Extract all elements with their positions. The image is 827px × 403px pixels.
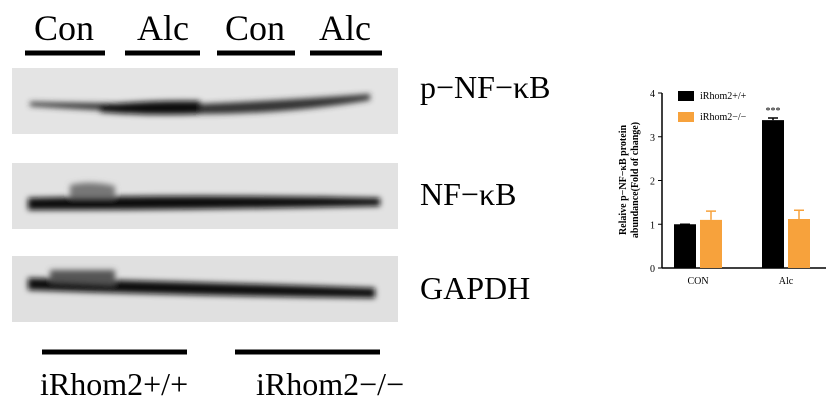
legend-label: iRhom2+/+ xyxy=(700,91,747,102)
error-bar xyxy=(794,210,804,219)
y-tick-label: 2 xyxy=(650,177,655,188)
bar xyxy=(700,220,722,268)
legend-label: iRhom2−/− xyxy=(700,112,747,123)
group-label: iRhom2−/− xyxy=(256,366,404,402)
error-bar xyxy=(768,118,778,120)
bar xyxy=(788,219,810,268)
legend-swatch xyxy=(678,112,694,122)
lane-label: Alc xyxy=(137,8,189,48)
x-tick-label: CON xyxy=(687,276,708,287)
group-label: iRhom2+/+ xyxy=(40,366,188,402)
y-tick-label: 0 xyxy=(650,264,655,275)
y-tick-label: 3 xyxy=(650,133,655,144)
y-tick-label: 4 xyxy=(650,89,655,100)
y-axis-label: abundance(Fold of change) xyxy=(630,122,641,238)
y-axis-label: Relaive p−NF−κB protein xyxy=(618,125,629,236)
legend-swatch xyxy=(678,91,694,101)
blot-panels xyxy=(12,68,398,322)
annotation: *** xyxy=(766,106,781,117)
row-label: p−NF−κB xyxy=(420,69,550,105)
row-label: NF−κB xyxy=(420,176,516,212)
error-bar xyxy=(706,211,716,220)
bar xyxy=(674,224,696,268)
lane-label: Con xyxy=(225,8,285,48)
lane-label: Alc xyxy=(319,8,371,48)
figure: Con Alc Con Alc p−NF−κB NF−κB GAPDH iRho… xyxy=(0,0,827,403)
y-tick-label: 1 xyxy=(650,220,655,231)
bar xyxy=(762,120,784,268)
row-label: GAPDH xyxy=(420,270,530,306)
x-tick-label: Alc xyxy=(779,276,794,287)
lane-label: Con xyxy=(34,8,94,48)
